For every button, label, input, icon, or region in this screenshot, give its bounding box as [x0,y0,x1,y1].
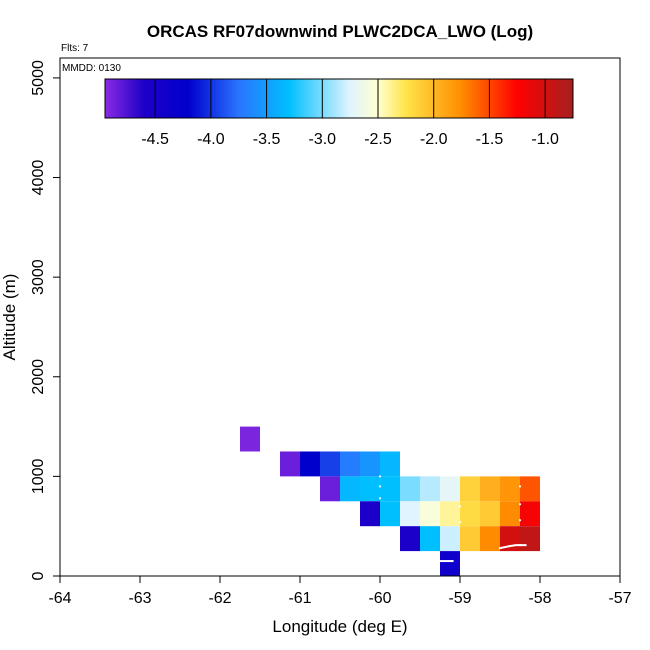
chart-title: ORCAS RF07downwind PLWC2DCA_LWO (Log) [147,22,533,41]
colorbar-tick-label: -4.5 [141,131,169,148]
heatmap-cell [400,526,420,552]
track-point [378,475,382,478]
track-point [518,503,522,506]
colorbar-tick-label: -1.0 [531,131,559,148]
colorbar: -4.5 -4.0 -3.5 -3.0 -2.5 -2.0 -1.5 -1.0 [104,78,574,148]
heatmap-cell [420,476,440,502]
colorbar-tick-label: -2.5 [364,131,392,148]
x-tick-label: -60 [368,590,391,607]
heatmap-cell [340,451,360,477]
x-axis-label: Longitude (deg E) [272,617,407,636]
colorbar-tick-label: -1.5 [476,131,504,148]
y-tick-label: 5000 [30,60,47,96]
heatmap-cell [360,501,380,527]
heatmap-cell [460,476,480,502]
x-tick-label: -58 [528,590,551,607]
heatmap-cell [400,476,420,502]
heatmap-cell [380,451,400,477]
track-point [458,505,462,508]
x-tick-label: -62 [208,590,231,607]
heatmap-cell [520,526,540,552]
y-axis-label: Altitude (m) [0,274,19,361]
heatmap-cell [380,476,400,502]
x-tick-label: -59 [448,590,471,607]
colorbar-tick-label: -4.0 [197,131,225,148]
heatmap-cell [520,501,540,527]
track-point [378,497,382,500]
x-tick-label: -61 [288,590,311,607]
flights-note: Flts: 7 [61,43,89,54]
colorbar-tick-label: -3.5 [253,131,281,148]
heatmap-cell [360,476,380,502]
x-tick-label: -64 [48,590,71,607]
y-tick-label: 2000 [30,359,47,395]
x-tick-label: -57 [608,590,631,607]
heatmap-cell [440,476,460,502]
heatmap-cell [420,526,440,552]
x-axis: -64 -63 -62 -61 -60 -59 -58 -57 [48,576,632,607]
heatmap-cell [240,426,260,452]
track-point [518,485,522,488]
heatmap-cell [500,476,520,502]
heatmap-cell [280,451,300,477]
heatmap-cell [480,476,500,502]
heatmap-cell [520,476,540,502]
x-tick-label: -63 [128,590,151,607]
heatmap-cells [240,426,540,576]
heatmap-cell [380,501,400,527]
flight-track [378,475,527,563]
heatmap-cell [460,526,480,552]
y-axis: 0 1000 2000 3000 4000 5000 [30,60,60,580]
colorbar-bar [104,78,574,119]
heatmap-cell [340,476,360,502]
track-point [458,521,462,524]
heatmap-cell [440,501,460,527]
y-tick-label: 0 [30,571,47,580]
heatmap-cell [500,501,520,527]
heatmap-cell [420,501,440,527]
heatmap-cell [460,501,480,527]
colorbar-tick-label: -3.0 [309,131,337,148]
heatmap-cell [440,551,460,576]
y-tick-label: 4000 [30,160,47,196]
heatmap-cell [480,526,500,552]
heatmap-cell [400,501,420,527]
heatmap-cell [320,476,340,502]
plot-frame [59,57,621,577]
y-tick-label: 3000 [30,259,47,295]
y-tick-label: 1000 [30,458,47,494]
track-point [378,485,382,488]
heatmap-cell [440,526,460,552]
heatmap-cell [480,501,500,527]
date-note: MMDD: 0130 [62,63,121,74]
heatmap-cell [300,451,320,477]
heatmap-cell [320,451,340,477]
track-point [518,519,522,522]
heatmap-cell [360,451,380,477]
track-segment [499,544,526,550]
colorbar-tick-label: -2.0 [420,131,448,148]
